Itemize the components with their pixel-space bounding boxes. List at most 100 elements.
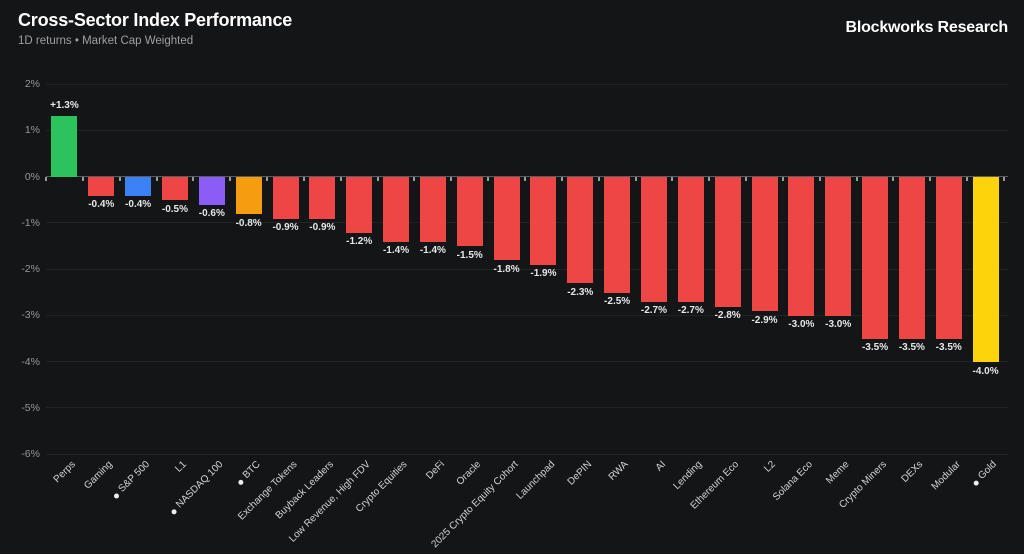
x-axis-tick — [1003, 177, 1005, 181]
bar-lending — [677, 177, 704, 302]
x-axis-tick — [339, 177, 342, 181]
y-gridline — [46, 222, 1008, 224]
x-axis-tick — [45, 177, 47, 181]
bar-2025-crypto-equity-cohort — [493, 177, 520, 261]
bar-value-label: -0.4% — [88, 199, 115, 210]
y-axis-label: -3% — [21, 309, 40, 322]
bar-value-label: -1.9% — [530, 268, 557, 280]
bar-l1 — [161, 177, 188, 201]
x-axis-label: Gaming — [82, 459, 116, 492]
x-axis-label: Modular — [929, 459, 963, 493]
bar-low-revenue-high-fdv — [346, 177, 373, 233]
x-axis-label: Lending — [671, 459, 705, 492]
bar-value-label: -0.4% — [125, 199, 152, 210]
bar-gold — [972, 177, 999, 362]
y-axis-label: -6% — [21, 448, 40, 460]
y-gridline — [46, 268, 1008, 270]
bar-value-label: -3.5% — [861, 342, 889, 354]
bar-l2 — [751, 177, 778, 312]
chart-title-block: Cross-Sector Index Performance 1D return… — [18, 10, 292, 47]
bar-value-label: -0.8% — [235, 217, 262, 229]
bar-value-label: -1.4% — [382, 245, 410, 257]
bar-solana-eco — [788, 177, 815, 316]
y-axis-label: 1% — [24, 124, 40, 137]
benchmark-dot-icon — [112, 492, 120, 500]
x-axis-tick — [155, 177, 158, 181]
x-axis-tick — [413, 177, 416, 181]
bar-value-label: -0.5% — [161, 203, 189, 215]
x-axis-label: Meme — [824, 459, 852, 487]
x-axis-tick — [229, 177, 232, 181]
bar-defi — [419, 177, 446, 242]
x-axis-tick — [818, 177, 821, 181]
bar-value-label: +1.3% — [50, 100, 79, 112]
bar-value-label: -0.9% — [272, 222, 299, 234]
x-axis-label: BTC — [234, 459, 263, 488]
y-axis-label: 0% — [24, 170, 40, 183]
bar-value-label: -3.5% — [935, 342, 962, 354]
bar-value-label: -3.0% — [788, 319, 815, 331]
bar-meme — [825, 177, 852, 316]
bar-value-label: -2.9% — [751, 314, 778, 326]
chart-subtitle: 1D returns • Market Cap Weighted — [18, 35, 194, 47]
bar-ai — [640, 177, 667, 302]
x-axis-tick — [929, 177, 932, 181]
bar-value-label: -4.0% — [972, 365, 999, 377]
bar-depin — [567, 177, 594, 284]
x-axis-tick — [266, 177, 269, 181]
x-axis-tick — [81, 177, 84, 181]
bar-launchpad — [530, 177, 557, 265]
bar-value-label: -2.3% — [567, 286, 594, 298]
x-axis-tick — [450, 177, 453, 181]
benchmark-dot-icon — [972, 479, 980, 487]
bar-value-label: -0.6% — [198, 208, 225, 220]
y-gridline — [46, 407, 1008, 409]
x-axis-tick — [302, 177, 305, 181]
benchmark-dot-icon — [170, 507, 178, 516]
bar-rwa — [604, 177, 631, 293]
chart-title: Cross-Sector Index Performance — [18, 10, 293, 30]
y-axis-label: -5% — [21, 401, 40, 414]
x-axis-label: Oracle — [454, 459, 484, 488]
x-axis-tick — [560, 177, 563, 181]
x-axis-tick — [781, 177, 784, 181]
bar-value-label: -2.7% — [640, 305, 668, 317]
bar-value-label: -3.0% — [825, 319, 852, 331]
x-axis-tick — [671, 177, 674, 181]
bar-s-p-500 — [125, 177, 152, 196]
y-axis-label: -2% — [21, 263, 40, 275]
bar-exchange-tokens — [272, 177, 299, 219]
y-gridline — [46, 83, 1008, 85]
bar-crypto-miners — [862, 177, 889, 339]
x-axis-label: DEXs — [899, 459, 926, 485]
x-axis-label: Launchpad — [514, 459, 558, 502]
y-axis-label: -1% — [21, 216, 40, 229]
x-axis-label: L2 — [762, 459, 779, 475]
bar-oracle — [456, 177, 483, 247]
x-axis-label: Gold — [970, 459, 1000, 489]
x-axis-tick — [966, 177, 969, 181]
bar-value-label: -1.2% — [346, 236, 373, 247]
bar-value-label: -1.5% — [456, 249, 483, 261]
x-axis-tick — [745, 177, 748, 181]
y-gridline — [46, 453, 1008, 455]
y-gridline — [46, 361, 1008, 362]
chart-header: Cross-Sector Index Performance 1D return… — [18, 10, 1008, 47]
x-axis-label: DeFi — [423, 459, 447, 482]
x-axis-tick — [192, 177, 195, 181]
bar-nasdaq-100 — [198, 177, 225, 205]
bar-gaming — [88, 177, 115, 196]
x-axis-tick — [376, 177, 379, 181]
benchmark-dot-icon — [236, 478, 244, 486]
bar-btc — [235, 177, 262, 214]
x-axis-label: L1 — [173, 459, 189, 475]
x-axis-tick — [634, 177, 637, 181]
x-axis-tick — [524, 177, 526, 181]
x-axis-label: S&P 500 — [110, 459, 153, 502]
x-axis-tick — [118, 177, 121, 181]
y-gridline — [46, 129, 1008, 131]
bar-value-label: -0.9% — [309, 222, 336, 234]
bar-value-label: -2.8% — [714, 310, 741, 321]
x-axis-tick — [487, 177, 490, 181]
